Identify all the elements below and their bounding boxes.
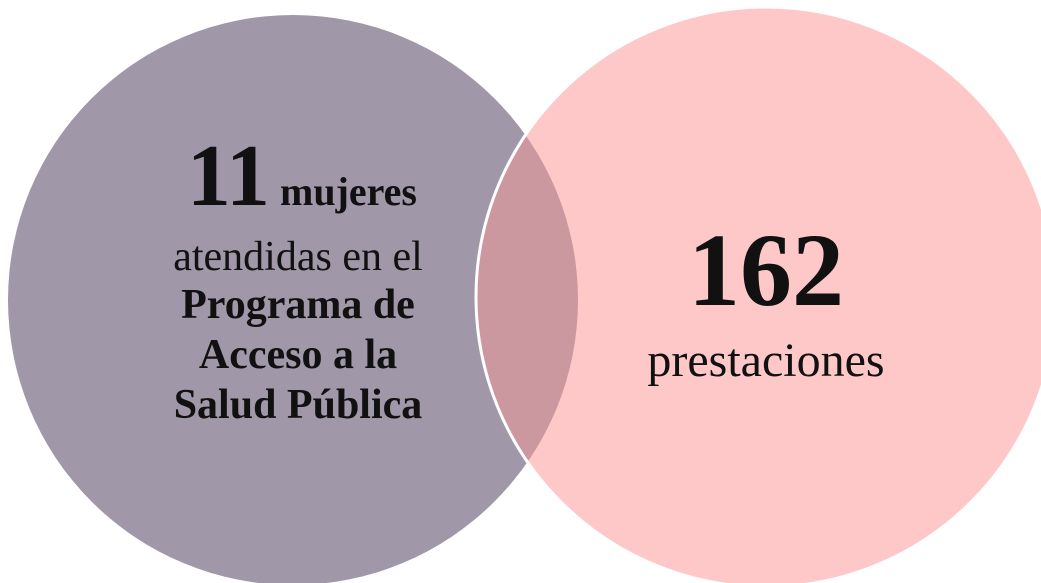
right-unit: prestaciones xyxy=(647,334,884,387)
left-line: atendidas en el xyxy=(173,234,423,280)
left-number: 11 xyxy=(187,128,270,225)
left-line: Programa de xyxy=(181,282,415,328)
right-circle xyxy=(474,5,1041,583)
left-circle xyxy=(8,15,578,583)
left-unit: mujeres xyxy=(280,169,417,214)
left-line: Acceso a la xyxy=(199,332,397,378)
right-number: 162 xyxy=(688,213,844,328)
left-line: Salud Pública xyxy=(174,382,423,428)
